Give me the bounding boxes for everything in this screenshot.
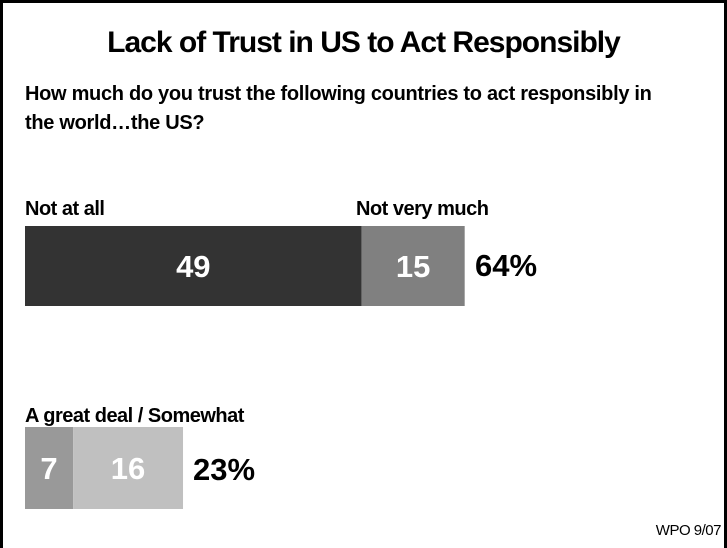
data-label-great-deal: 7 [40,451,57,486]
bar-segment-not-at-all [25,226,362,306]
chart-title: Lack of Trust in US to Act Responsibly [107,26,621,59]
bar-segment-not-very-much [361,226,465,306]
label-not-at-all: Not at all [25,198,105,220]
data-label-not-very-much: 15 [396,249,430,284]
total-label-distrust: 64% [475,248,538,283]
source-note: WPO 9/07 [655,522,722,539]
label-not-very-much: Not very much [356,198,489,220]
data-label-somewhat: 16 [111,451,145,486]
label-great-deal-somewhat: A great deal / Somewhat [25,405,244,427]
total-label-trust: 23% [193,452,256,487]
data-label-not-at-all: 49 [176,249,210,284]
bar-segment-somewhat [73,427,184,509]
bar-segment-great-deal [25,427,74,509]
chart-subtitle: How much do you trust the following coun… [25,83,652,134]
